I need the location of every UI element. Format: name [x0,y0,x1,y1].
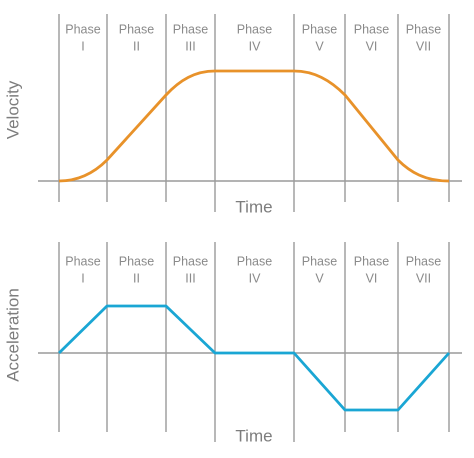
phase-label: Phase [65,254,100,268]
phase-numeral: III [185,271,195,285]
phase-numeral: I [81,39,84,53]
phase-label: Phase [302,254,337,268]
phase-numeral: VI [366,39,378,53]
phase-label: Phase [119,22,154,36]
phase-label: Phase [302,22,337,36]
velocity-panel: Velocity Time Phase I Phase II Phase III Phase… [3,14,462,216]
velocity-curve [58,69,450,183]
phase-label: Phase [237,22,272,36]
acceleration-curve [58,304,451,412]
phase-label: Phase [354,22,389,36]
phase-numeral: I [81,271,84,285]
phase-numeral: IV [249,39,261,53]
phase-label: Phase [65,22,100,36]
phase-label: Phase [173,254,208,268]
phase-numeral: III [185,39,195,53]
phase-numeral: VII [416,39,431,53]
acceleration-panel: Acceleration Time Phase I Phase II Phase III P… [3,242,462,445]
phase-numeral: VI [366,271,378,285]
phase-numeral: V [315,271,324,285]
x-axis-title: Time [235,426,272,445]
phase-numeral: IV [249,271,261,285]
x-axis-title: Time [235,197,272,216]
phase-label: Phase [173,22,208,36]
phase-label: Phase [406,22,441,36]
phase-numeral: II [133,271,140,285]
phase-label: Phase [119,254,154,268]
phase-numeral: II [133,39,140,53]
phase-label: Phase [354,254,389,268]
phase-dividers [38,14,462,212]
y-axis-title: Velocity [3,80,22,139]
phase-numeral: V [315,39,324,53]
phase-label: Phase [406,254,441,268]
y-axis-title: Acceleration [3,288,22,382]
phase-numeral: VII [416,271,431,285]
phase-label: Phase [237,254,272,268]
